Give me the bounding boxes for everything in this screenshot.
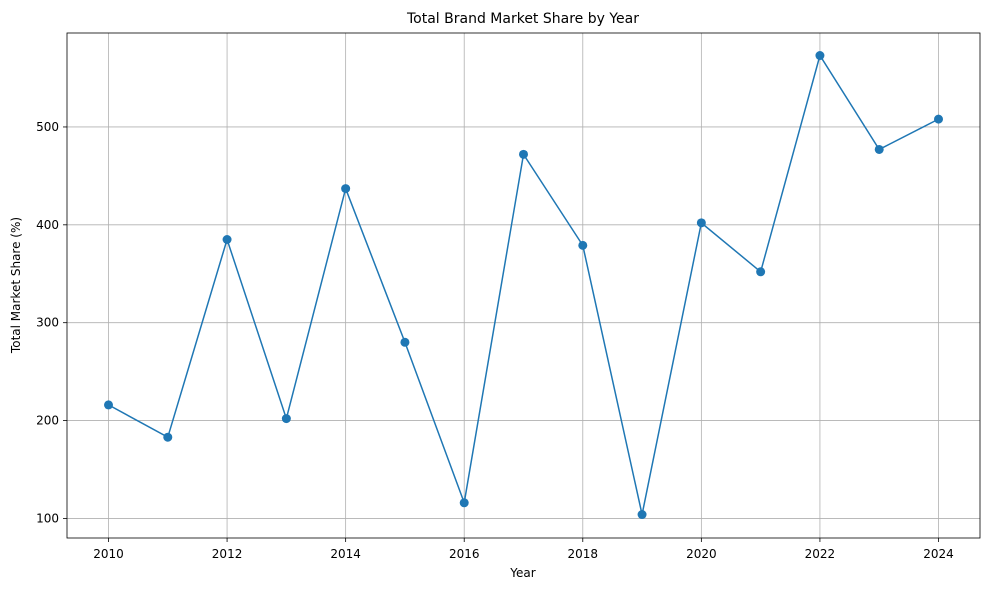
data-point	[104, 400, 113, 410]
y-tick-label: 400	[36, 218, 59, 232]
x-tick-label: 2012	[212, 547, 243, 561]
chart-title: Total Brand Market Share by Year	[406, 11, 639, 27]
data-point	[934, 114, 943, 124]
x-axis-label: Year	[509, 566, 535, 580]
data-point	[341, 184, 351, 194]
y-tick-label: 200	[36, 414, 59, 428]
data-point	[756, 267, 766, 277]
x-tick-label: 2020	[686, 547, 717, 561]
data-point	[222, 235, 232, 245]
y-tick-label: 500	[36, 120, 59, 134]
x-tick-label: 2016	[449, 547, 480, 561]
x-tick-label: 2014	[330, 547, 361, 561]
x-axis: 2010 2012 2014 2016 2018 2020 2022 2024	[93, 538, 954, 561]
x-tick-label: 2018	[568, 547, 599, 561]
plot-frame	[66, 32, 981, 539]
x-tick-label: 2022	[805, 547, 836, 561]
data-point	[815, 51, 825, 61]
x-tick-label: 2024	[923, 547, 954, 561]
data-point	[578, 240, 588, 250]
data-point	[281, 414, 291, 424]
data-point	[637, 510, 647, 520]
data-point	[459, 498, 469, 508]
data-point	[874, 144, 884, 154]
data-point	[696, 218, 706, 228]
y-tick-label: 100	[36, 511, 59, 525]
series-line	[108, 53, 939, 515]
data-point	[519, 149, 528, 159]
series-layer	[104, 51, 943, 520]
x-tick-label: 2010	[93, 547, 124, 561]
grid	[67, 33, 980, 538]
y-tick-label: 300	[36, 316, 59, 330]
data-point	[163, 432, 173, 442]
y-axis-label: Total Market Share (%)	[9, 217, 23, 354]
y-axis: 100 200 300 400 500	[36, 120, 67, 525]
data-point	[400, 337, 410, 347]
